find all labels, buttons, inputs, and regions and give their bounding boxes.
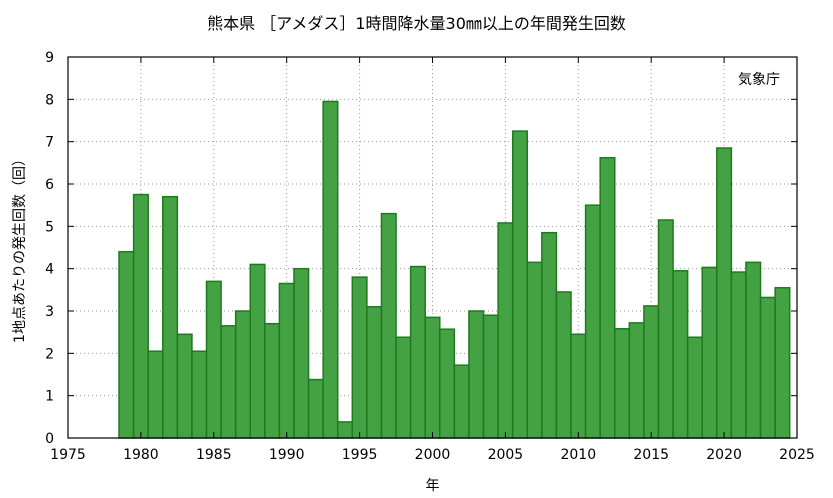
bar-2019 <box>701 266 718 439</box>
bar-2021 <box>730 271 747 439</box>
bar-2015 <box>643 305 660 439</box>
y-tick-label: 8 <box>45 92 54 108</box>
bar-2024 <box>774 286 791 439</box>
bar-1998 <box>395 336 412 439</box>
bar-2005 <box>497 222 514 439</box>
bar-1979 <box>118 250 135 439</box>
bar-1994 <box>336 421 354 439</box>
bar-2016 <box>657 219 674 439</box>
y-tick-label: 3 <box>45 304 54 320</box>
bar-2023 <box>759 296 776 439</box>
bar-2000 <box>424 316 441 439</box>
y-tick-label: 7 <box>45 135 54 151</box>
bar-2022 <box>745 261 762 439</box>
bar-2017 <box>672 270 689 439</box>
bar-2012 <box>599 157 616 439</box>
bar-2010 <box>570 333 587 439</box>
bar-2008 <box>541 231 558 439</box>
bar-1990 <box>278 282 295 439</box>
x-tick-label: 2000 <box>415 447 451 463</box>
x-tick-label: 2020 <box>706 447 742 463</box>
y-axis-title: 1地点あたりの発生回数（回） <box>12 152 28 343</box>
bar-1997 <box>380 212 397 439</box>
bar-2020 <box>716 147 733 439</box>
bar-1996 <box>366 306 383 439</box>
bar-2009 <box>555 291 572 439</box>
bar-1983 <box>176 333 193 439</box>
bar-1984 <box>191 350 208 439</box>
bar-1991 <box>293 267 310 439</box>
bar-2002 <box>453 364 470 439</box>
bar-2013 <box>614 328 631 439</box>
bar-1993 <box>322 100 339 439</box>
bar-2018 <box>686 336 703 439</box>
x-tick-label: 2015 <box>633 447 669 463</box>
y-tick-label: 4 <box>45 262 54 278</box>
y-tick-label: 2 <box>45 346 54 362</box>
bar-1980 <box>132 193 149 439</box>
x-tick-label: 2005 <box>488 447 524 463</box>
bar-1986 <box>220 325 237 439</box>
x-tick-label: 1995 <box>342 447 378 463</box>
bar-2014 <box>628 322 645 439</box>
bar-1987 <box>234 310 251 439</box>
bar-1992 <box>307 378 324 439</box>
bar-1981 <box>147 350 164 439</box>
x-tick-label: 1980 <box>123 447 159 463</box>
bar-2011 <box>584 204 601 439</box>
x-axis-title: 年 <box>426 478 440 494</box>
bar-1989 <box>264 322 281 439</box>
bar-1985 <box>205 280 222 439</box>
bar-2004 <box>482 314 499 439</box>
bars <box>118 100 791 439</box>
bar-2006 <box>511 130 529 439</box>
bar-1988 <box>249 263 266 439</box>
y-tick-label: 0 <box>45 431 54 447</box>
y-tick-label: 9 <box>45 50 54 66</box>
chart-title: 熊本県 ［アメダス］1時間降水量30㎜以上の年間発生回数 <box>207 14 626 33</box>
x-tick-label: 2025 <box>779 447 815 463</box>
x-tick-label: 1990 <box>269 447 305 463</box>
bar-1995 <box>351 276 368 439</box>
x-tick-label: 1985 <box>196 447 232 463</box>
bar-2001 <box>439 328 456 439</box>
bar-1982 <box>162 195 179 439</box>
bar-1999 <box>409 265 426 439</box>
axis-ticks: 1975 1980 1985 1990 1995 2000 2005 2010 2015 2020… <box>45 50 815 463</box>
bar-2003 <box>468 310 485 439</box>
x-tick-label: 2010 <box>560 447 596 463</box>
y-tick-label: 6 <box>45 177 54 193</box>
x-tick-label: 1975 <box>50 447 86 463</box>
y-tick-label: 1 <box>45 389 54 405</box>
bar-2007 <box>526 261 543 439</box>
source-label: 気象庁 <box>738 72 780 88</box>
y-tick-label: 5 <box>45 219 54 235</box>
